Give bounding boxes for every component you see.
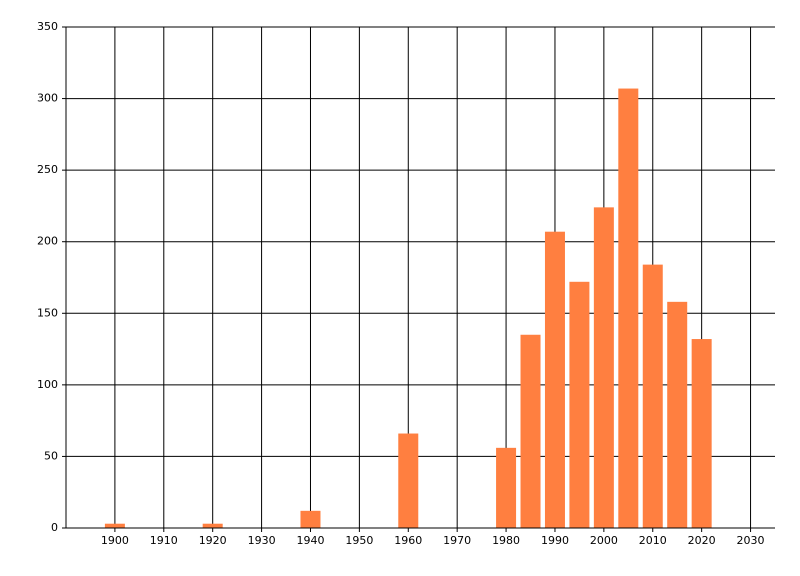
x-tick-label: 1940 [296, 534, 324, 547]
y-tick-label: 300 [37, 92, 58, 105]
bar [593, 207, 614, 529]
x-tick-label: 1960 [394, 534, 422, 547]
x-tick-label: 2000 [590, 534, 618, 547]
bar [618, 88, 639, 529]
x-tick-label: 1950 [345, 534, 373, 547]
x-tick-label: 2010 [639, 534, 667, 547]
y-tick-label: 50 [44, 449, 58, 462]
x-tick-label: 2030 [737, 534, 765, 547]
y-tick-label: 0 [51, 521, 58, 534]
y-tick-label: 200 [37, 235, 58, 248]
bar [667, 301, 688, 528]
x-tick-label: 1990 [541, 534, 569, 547]
x-tick-label: 1900 [101, 534, 129, 547]
bar [398, 433, 419, 528]
y-tick-label: 100 [37, 378, 58, 391]
bar [569, 281, 590, 528]
bar [642, 264, 663, 528]
x-tick-label: 2020 [688, 534, 716, 547]
bar [202, 523, 223, 528]
x-tick-label: 1910 [150, 534, 178, 547]
x-tick-label: 1980 [492, 534, 520, 547]
bar [691, 339, 712, 528]
y-tick-label: 150 [37, 306, 58, 319]
x-tick-label: 1970 [443, 534, 471, 547]
bar [300, 510, 321, 528]
bar [544, 231, 565, 529]
bar [104, 523, 125, 528]
x-tick-label: 1930 [248, 534, 276, 547]
y-tick-label: 250 [37, 163, 58, 176]
bar [520, 334, 541, 528]
x-tick-label: 1920 [199, 534, 227, 547]
bar [496, 447, 517, 528]
y-tick-label: 350 [37, 20, 58, 33]
